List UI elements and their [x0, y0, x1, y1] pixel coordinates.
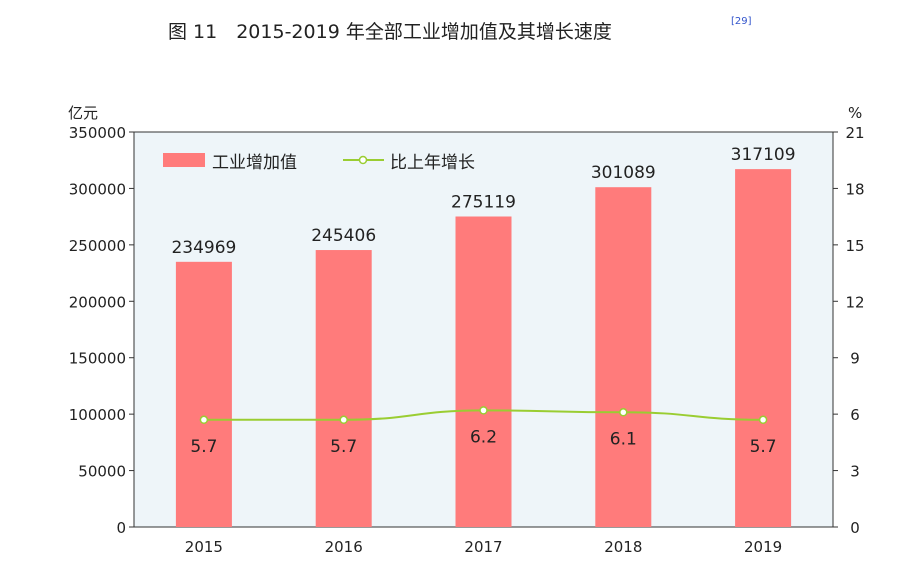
- bar-data-label: 234969: [171, 238, 236, 258]
- bar: [175, 261, 232, 527]
- left-tick-label: 100000: [69, 406, 126, 424]
- left-axis-unit: 亿元: [68, 104, 98, 122]
- x-tick-label: 2016: [325, 538, 363, 556]
- line-point: [758, 415, 768, 425]
- right-tick-label: 6: [850, 406, 860, 424]
- legend-line-label: 比上年增长: [390, 153, 475, 173]
- bar-data-label: 245406: [311, 226, 376, 246]
- bar-data-label: 275119: [451, 193, 516, 213]
- bar: [595, 187, 652, 527]
- line-point: [479, 406, 488, 415]
- bar: [735, 169, 792, 527]
- right-tick-label: 12: [845, 293, 864, 311]
- right-tick-label: 18: [845, 180, 864, 198]
- x-tick-label: 2019: [744, 538, 782, 556]
- line-point: [199, 415, 209, 425]
- chart-title-note: [29]: [731, 16, 752, 27]
- chart-title: 图 11 2015-2019 年全部工业增加值及其增长速度: [168, 21, 612, 43]
- left-tick-label: 350000: [69, 124, 126, 142]
- bar: [315, 250, 372, 527]
- left-tick-label: 300000: [69, 180, 126, 198]
- x-tick-label: 2018: [604, 538, 642, 556]
- left-tick-label: 50000: [78, 463, 126, 481]
- right-tick-label: 21: [845, 124, 864, 142]
- right-tick-label: 15: [845, 237, 864, 255]
- line-data-label: 6.1: [610, 429, 637, 449]
- legend-bar-swatch: [163, 153, 205, 167]
- line-data-label: 6.2: [470, 427, 497, 447]
- right-tick-label: 9: [850, 350, 860, 368]
- legend-line-marker: [358, 155, 368, 165]
- legend-bar-label: 工业增加值: [212, 153, 297, 173]
- right-tick-label: 0: [850, 519, 860, 537]
- x-tick-label: 2017: [464, 538, 502, 556]
- bar: [455, 216, 512, 528]
- right-axis-unit: %: [848, 104, 862, 122]
- bar-data-label: 317109: [731, 145, 796, 165]
- x-tick-label: 2015: [185, 538, 223, 556]
- left-tick-label: 250000: [69, 237, 126, 255]
- line-point: [619, 408, 628, 417]
- right-tick-label: 3: [850, 463, 860, 481]
- line-data-label: 5.7: [750, 437, 777, 457]
- line-data-label: 5.7: [190, 437, 217, 457]
- bar-data-label: 301089: [591, 163, 656, 183]
- line-data-label: 5.7: [330, 437, 357, 457]
- left-tick-label: 200000: [69, 293, 126, 311]
- line-point: [339, 415, 348, 425]
- left-tick-label: 0: [116, 519, 126, 537]
- left-tick-label: 150000: [69, 350, 126, 368]
